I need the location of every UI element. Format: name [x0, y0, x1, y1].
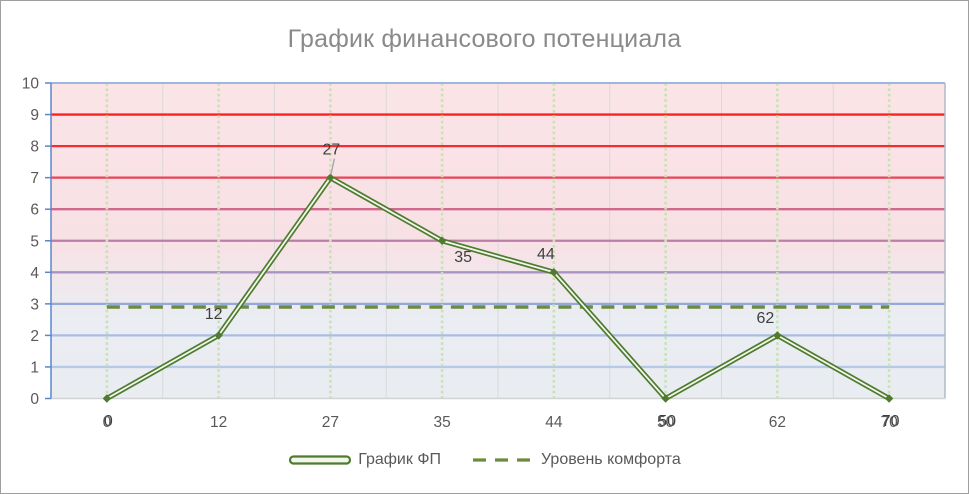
data-label: 70 [882, 413, 900, 430]
x-tick-label: 50 [657, 414, 675, 431]
y-tick-label: 8 [30, 139, 39, 156]
y-tick-label: 1 [30, 359, 39, 376]
data-label: 12 [205, 306, 223, 323]
series-line-inner [106, 176, 890, 400]
x-tick-label: 62 [769, 414, 786, 431]
y-tick-label: 2 [30, 328, 39, 345]
x-tick-label: 12 [210, 414, 227, 431]
legend-label-comfort: Уровень комфорта [540, 451, 681, 468]
legend-item-comfort: Уровень комфорта [471, 451, 681, 469]
x-tick-label: 70 [881, 414, 899, 431]
y-tick-label: 9 [30, 107, 39, 124]
chart-legend: График ФП Уровень комфорта [1, 451, 968, 469]
legend-label-series: График ФП [358, 451, 441, 468]
x-tick-label: 35 [434, 414, 451, 431]
data-label: 62 [756, 310, 774, 327]
data-label: 27 [322, 142, 340, 159]
y-tick-label: 7 [30, 170, 39, 187]
double-line-icon [289, 455, 352, 465]
data-label: 0 [104, 413, 113, 430]
series-marker [773, 331, 782, 340]
chart-title: График финансового потенциала [287, 25, 682, 53]
series-marker [102, 394, 112, 403]
series-marker [214, 331, 223, 340]
y-tick-label: 10 [22, 76, 40, 93]
legend-item-series: График ФП [288, 451, 441, 469]
data-label: 35 [454, 249, 472, 266]
series-marker [437, 236, 447, 245]
series-marker [884, 394, 894, 403]
x-tick-label: 0 [103, 414, 112, 431]
series-marker [549, 268, 559, 277]
dashed-line-icon [472, 458, 533, 462]
data-label: 50 [658, 413, 676, 430]
y-tick-label: 4 [30, 265, 39, 282]
data-label: 44 [537, 246, 555, 263]
y-tick-label: 6 [30, 202, 39, 219]
series-marker [326, 173, 335, 182]
y-tick-label: 3 [30, 296, 39, 313]
data-label-leader-line [330, 158, 336, 175]
x-tick-label: 27 [322, 414, 339, 431]
y-tick-label: 0 [30, 391, 39, 408]
x-tick-label: 44 [545, 414, 563, 431]
y-tick-label: 5 [30, 233, 39, 250]
series-marker [661, 394, 670, 403]
